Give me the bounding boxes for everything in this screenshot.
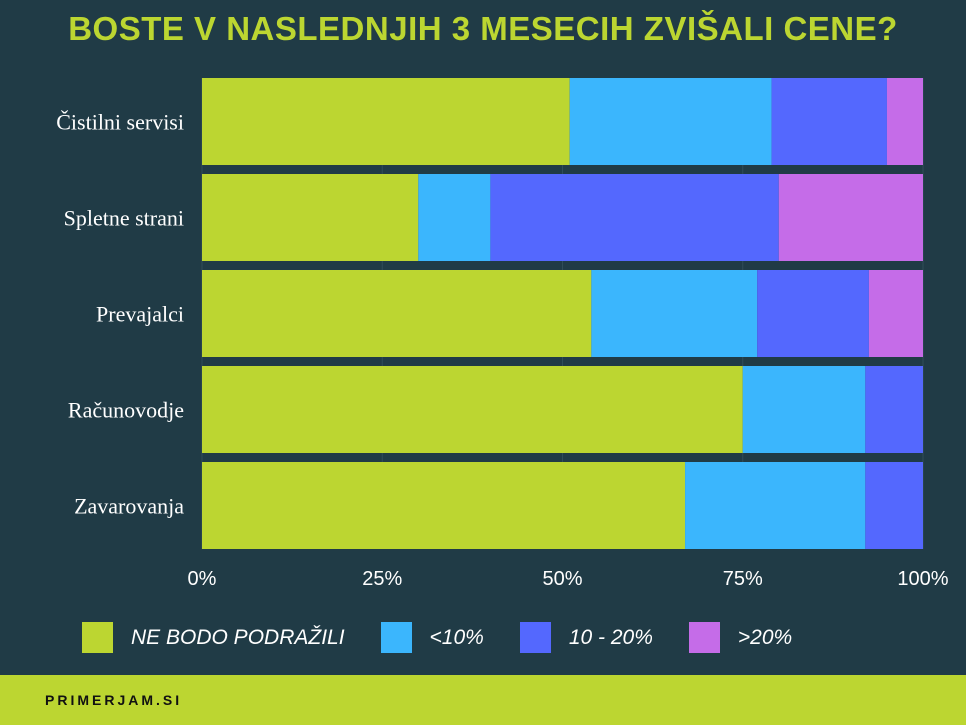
footer-band: PRIMERJAM.SI: [0, 675, 966, 725]
category-label: Čistilni servisi: [56, 110, 184, 135]
bar-segment: [685, 462, 866, 549]
bar-segment: [771, 78, 887, 165]
bar-segment: [778, 174, 923, 261]
x-tick-label: 100%: [897, 568, 948, 590]
stacked-bar-chart: 0% 25% 50% 75% 100% Čistilni servisi Spletne s…: [56, 78, 949, 590]
x-tick-label: 0%: [188, 568, 217, 590]
bar-segment: [202, 462, 686, 549]
legend-swatch: [519, 622, 551, 653]
category-label: Računovodje: [68, 398, 184, 423]
legend-label: >20%: [737, 625, 793, 649]
legend-label: <10%: [429, 625, 484, 649]
x-tick-label: 75%: [723, 568, 763, 590]
bar-segment: [757, 270, 869, 357]
category-label: Spletne strani: [64, 206, 184, 231]
x-tick-label: 25%: [362, 568, 402, 590]
legend-swatch: [380, 622, 412, 653]
legend-label: 10 - 20%: [568, 625, 653, 649]
category-label: Prevajalci: [96, 302, 184, 327]
legend-item: 10 - 20%: [519, 622, 653, 653]
bar-segment: [418, 174, 491, 261]
legend-swatch: [688, 622, 720, 653]
chart-title: BOSTE V NASLEDNJIH 3 MESECIH ZVIŠALI CEN…: [68, 10, 898, 47]
legend: NE BODO PODRAŽILI <10% 10 - 20% >20%: [82, 622, 828, 653]
brand-logo-text: PRIMERJAM.SI: [45, 692, 183, 708]
bar-segment: [569, 78, 772, 165]
legend-label: NE BODO PODRAŽILI: [131, 625, 345, 649]
bar-segment: [865, 462, 923, 549]
bar-segment: [202, 366, 743, 453]
legend-item: >20%: [688, 622, 793, 653]
bar-segment: [742, 366, 866, 453]
bar-segment: [886, 78, 923, 165]
bar-segment: [591, 270, 758, 357]
legend-item: <10%: [380, 622, 484, 653]
category-label: Zavarovanja: [74, 494, 184, 519]
bar-segment: [202, 78, 570, 165]
bar-segment: [202, 270, 592, 357]
bar-segment: [868, 270, 923, 357]
x-tick-label: 50%: [542, 568, 582, 590]
bar-segment: [865, 366, 923, 453]
bar-segment: [490, 174, 779, 261]
legend-item: NE BODO PODRAŽILI: [82, 622, 345, 653]
bar-segment: [202, 174, 419, 261]
legend-swatch: [82, 622, 113, 653]
